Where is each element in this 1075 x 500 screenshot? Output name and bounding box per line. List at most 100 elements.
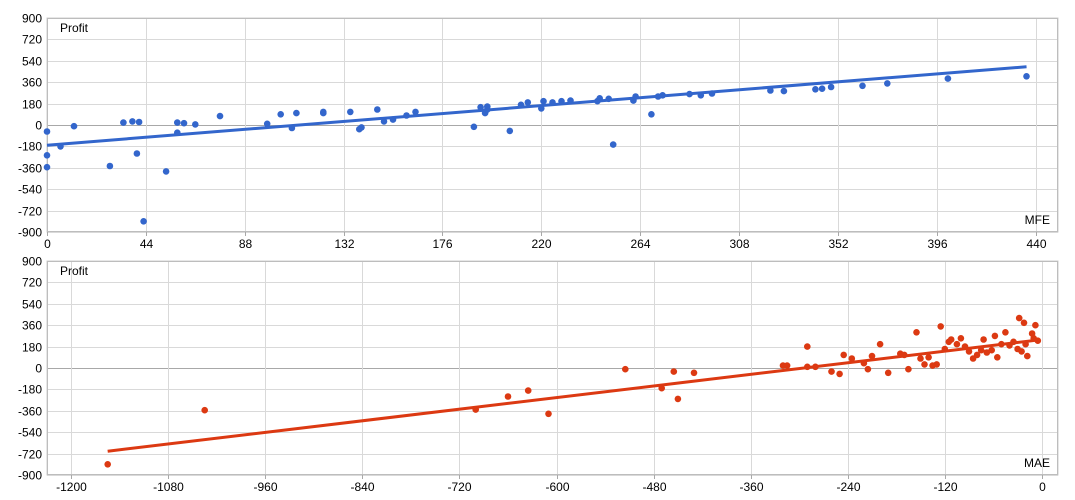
y-tick-label: -360 xyxy=(18,162,42,176)
data-point xyxy=(609,141,617,148)
y-tick-label: 0 xyxy=(35,119,42,133)
x-tick-label: -960 xyxy=(253,480,277,494)
data-point xyxy=(216,112,224,120)
data-point xyxy=(868,352,876,360)
data-point xyxy=(921,361,928,368)
y-tick-label: 900 xyxy=(22,255,42,269)
plot-border xyxy=(47,261,1058,475)
x-tick-label: -360 xyxy=(739,480,763,494)
data-point xyxy=(140,218,147,225)
data-point xyxy=(320,108,327,116)
data-point xyxy=(358,124,365,131)
data-point xyxy=(506,127,514,135)
data-point xyxy=(129,118,136,125)
data-point xyxy=(162,168,170,175)
x-tick-label: -840 xyxy=(350,480,374,494)
x-axis-label: MFE xyxy=(1025,213,1050,227)
x-tick-label: -120 xyxy=(933,480,957,494)
y-tick-label: -360 xyxy=(18,405,42,419)
data-point xyxy=(648,111,655,118)
y-axis-label: Profit xyxy=(60,21,89,35)
data-point xyxy=(937,323,944,330)
data-point xyxy=(848,355,856,362)
x-tick-label: 440 xyxy=(1026,237,1046,251)
data-point xyxy=(944,75,952,82)
data-point xyxy=(994,354,1001,361)
data-point xyxy=(293,109,300,117)
y-tick-label: 720 xyxy=(22,276,42,290)
data-point xyxy=(812,86,819,93)
y-tick-label: 900 xyxy=(22,12,42,26)
y-tick-label: -720 xyxy=(18,205,42,219)
x-tick-label: 88 xyxy=(239,237,253,251)
x-tick-label: 220 xyxy=(531,237,551,251)
data-point xyxy=(905,365,912,373)
data-point xyxy=(412,108,419,116)
y-tick-label: 360 xyxy=(22,76,42,90)
x-tick-label: 264 xyxy=(630,237,650,251)
x-tick-label: -1200 xyxy=(56,480,87,494)
x-tick-label: 0 xyxy=(1039,480,1046,494)
data-point xyxy=(859,82,866,90)
y-tick-label: -900 xyxy=(18,226,42,240)
data-point xyxy=(953,340,961,348)
y-tick-label: -180 xyxy=(18,140,42,154)
data-point xyxy=(818,85,826,92)
y-tick-label: 0 xyxy=(35,362,42,376)
y-tick-label: 540 xyxy=(22,298,42,312)
data-point xyxy=(957,335,965,342)
data-point xyxy=(1023,73,1030,80)
data-point xyxy=(840,351,847,359)
y-tick-label: -540 xyxy=(18,426,42,440)
plot-border xyxy=(47,18,1058,232)
data-point xyxy=(876,340,884,348)
data-point xyxy=(43,163,51,171)
x-tick-label: -1080 xyxy=(153,480,184,494)
data-point xyxy=(973,351,981,359)
data-point xyxy=(43,128,51,135)
data-point xyxy=(133,150,141,157)
data-point xyxy=(980,336,987,343)
data-point xyxy=(925,354,932,361)
x-tick-label: 44 xyxy=(140,237,154,251)
data-point xyxy=(1024,352,1031,360)
y-tick-label: 540 xyxy=(22,55,42,69)
data-point xyxy=(70,122,78,130)
data-point xyxy=(524,387,532,394)
data-point xyxy=(135,118,143,126)
data-point xyxy=(836,370,843,378)
data-point xyxy=(884,369,892,377)
x-tick-label: 176 xyxy=(432,237,452,251)
data-point xyxy=(991,332,999,340)
y-tick-label: 360 xyxy=(22,319,42,333)
data-point xyxy=(690,369,698,377)
data-point xyxy=(277,111,285,118)
data-point xyxy=(1032,321,1039,329)
mfe-profit-chart: -900 -720 -540 -360 -180 0 180 360 540 720 900 0 44 8… xyxy=(18,12,1059,251)
data-point xyxy=(828,368,835,375)
x-axis-label: MAE xyxy=(1024,456,1050,470)
data-point xyxy=(374,106,381,113)
data-point xyxy=(913,329,920,336)
data-point xyxy=(180,119,188,127)
data-point xyxy=(545,410,552,418)
data-point xyxy=(1015,314,1023,322)
data-point xyxy=(670,368,678,375)
mae-profit-chart: -900 -720 -540 -360 -180 0 180 360 540 720 900 -120… xyxy=(18,255,1059,494)
data-point xyxy=(622,365,629,373)
data-point xyxy=(174,119,181,126)
data-point xyxy=(524,99,532,106)
y-tick-label: 180 xyxy=(22,341,42,355)
y-tick-label: -180 xyxy=(18,383,42,397)
data-point xyxy=(977,346,985,354)
x-tick-label: -480 xyxy=(642,480,666,494)
x-tick-label: 352 xyxy=(828,237,848,251)
data-point xyxy=(780,87,788,95)
data-point xyxy=(504,393,512,400)
x-tick-label: -240 xyxy=(836,480,860,494)
data-point xyxy=(192,121,199,128)
y-tick-label: -900 xyxy=(18,469,42,483)
data-point xyxy=(540,97,547,105)
data-point xyxy=(783,362,791,369)
